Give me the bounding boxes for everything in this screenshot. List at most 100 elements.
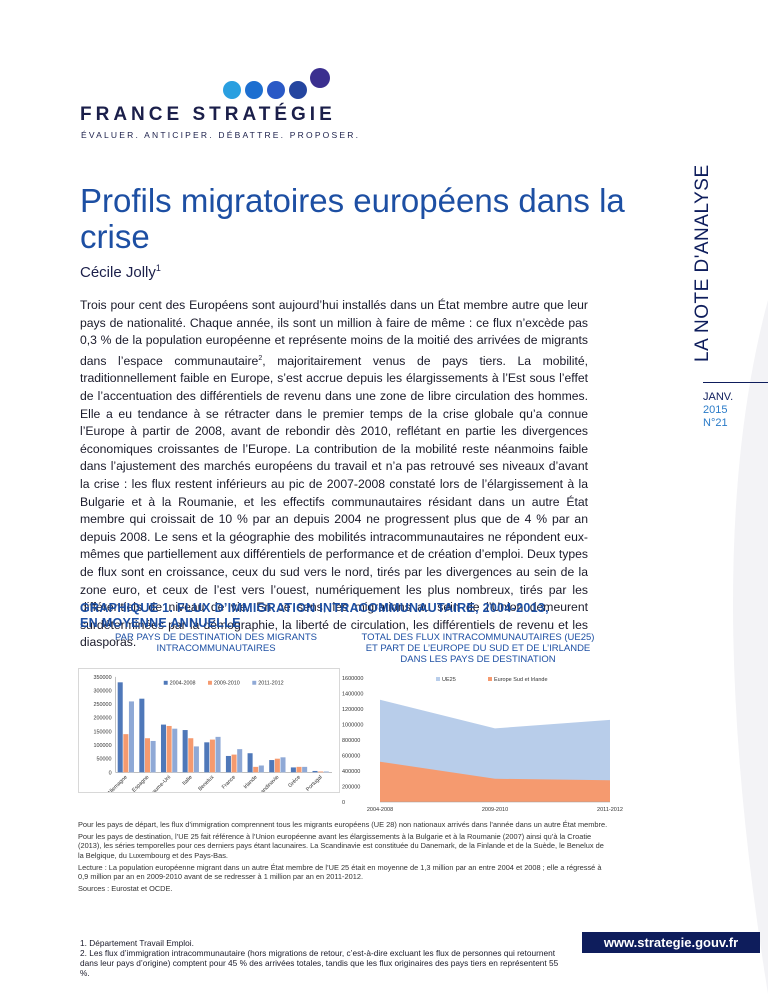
- bar-chart-destination: 0 50000 100000 150000 200000 250000 300000 3500…: [78, 668, 340, 793]
- bar: [193, 746, 199, 773]
- bar: [247, 753, 253, 773]
- x-tick-label: 2011-2012: [597, 807, 623, 813]
- x-tick-label: 2009-2010: [482, 807, 508, 813]
- bar: [209, 739, 215, 773]
- chart-notes: Pour les pays de départ, les flux d’immi…: [78, 820, 608, 896]
- x-tick-label: France: [221, 774, 237, 790]
- logo-dots-icon: [220, 68, 340, 104]
- x-tick-label: Benelux: [197, 774, 215, 792]
- bar: [150, 740, 156, 773]
- y-tick-label: 600000: [342, 754, 360, 760]
- y-tick-label: 250000: [94, 702, 112, 708]
- bar: [182, 730, 188, 773]
- note-4: Sources : Eurostat et OCDE.: [78, 884, 173, 894]
- right-subtitle-line-1: TOTAL DES FLUX INTRACOMMUNAUTAIRES (UE25…: [361, 632, 595, 643]
- bar: [312, 770, 318, 773]
- legend-label: Europe Sud et Irlande: [494, 677, 548, 683]
- bar: [225, 755, 231, 773]
- author: Cécile Jolly1: [80, 263, 161, 281]
- legend-swatch: [208, 680, 212, 685]
- bar: [123, 734, 129, 773]
- bar: [302, 766, 308, 773]
- left-chart-subtitle: PAR PAYS DE DESTINATION DES MIGRANTS INT…: [115, 632, 317, 654]
- area-series: [380, 761, 610, 802]
- bar: [172, 728, 178, 773]
- side-divider: [703, 382, 768, 383]
- legend-label: 2011-2012: [258, 681, 283, 687]
- abstract-part-1: Trois pour cent des Européens sont aujou…: [80, 298, 588, 368]
- bar: [253, 766, 259, 773]
- right-subtitle-line-3: DANS LES PAYS DE DESTINATION: [400, 654, 556, 665]
- x-tick-label: Allemagne: [107, 774, 129, 793]
- bar: [296, 766, 302, 773]
- author-note-ref: 1: [155, 263, 161, 273]
- bar: [274, 758, 280, 773]
- legend-swatch: [252, 680, 257, 685]
- y-tick-label: 100000: [94, 743, 112, 749]
- x-tick-label: Grèce: [287, 774, 302, 789]
- y-tick-label: 350000: [94, 675, 112, 681]
- issue-date: JANV. 2015 N°21: [703, 391, 733, 430]
- x-tick-label: Irlande: [243, 774, 259, 790]
- bar: [258, 765, 264, 773]
- y-tick-label: 150000: [94, 729, 112, 735]
- legend-swatch: [163, 680, 168, 685]
- footnotes: 1. Département Travail Emploi. 2. Les fl…: [80, 938, 560, 978]
- x-tick-label: 2004-2008: [367, 807, 393, 813]
- right-chart-subtitle: TOTAL DES FLUX INTRACOMMUNAUTAIRES (UE25…: [338, 632, 618, 665]
- bar: [231, 754, 237, 773]
- bar: [280, 757, 286, 773]
- legend-swatch: [436, 677, 440, 681]
- footnote-2: 2. Les flux d’immigration intracommunaut…: [80, 948, 559, 978]
- bar: [160, 724, 167, 773]
- legend-label: 2004-2008: [170, 681, 196, 687]
- area-chart-total-flux: 0 200000 400000 600000 800000 1000000 1200000 1…: [342, 676, 623, 813]
- y-tick-label: 1200000: [342, 707, 363, 713]
- y-tick-label: 1400000: [342, 692, 363, 698]
- legend-label: 2009-2010: [214, 681, 240, 687]
- bar: [117, 682, 123, 773]
- abstract-note-ref: 2: [258, 354, 263, 362]
- bar: [269, 760, 275, 773]
- y-tick-label: 300000: [94, 688, 112, 694]
- issue-year: 2015: [703, 404, 728, 416]
- graph-title: GRAPHIQUE 1. FLUX D’IMMIGRATION INTRACOM…: [80, 601, 600, 631]
- bar: [290, 767, 296, 773]
- page-title: Profils migratoires européens dans la cr…: [80, 182, 625, 255]
- brand-tagline: ÉVALUER. ANTICIPER. DÉBATTRE. PROPOSER.: [81, 130, 361, 140]
- bar: [318, 771, 324, 773]
- note-3: Lecture : La population européenne migra…: [78, 862, 602, 882]
- y-tick-label: 1600000: [342, 676, 363, 682]
- website-link[interactable]: www.strategie.gouv.fr: [582, 932, 760, 953]
- y-tick-label: 200000: [94, 716, 112, 722]
- bar: [237, 749, 243, 773]
- bar: [323, 771, 329, 773]
- bar: [128, 701, 134, 773]
- y-tick-label: 0: [342, 800, 345, 806]
- issue-month: JANV.: [703, 391, 734, 403]
- bar: [204, 742, 210, 773]
- bar: [188, 738, 194, 773]
- france-strategie-logo: FRANCE STRATÉGIE ÉVALUER. ANTICIPER. DÉB…: [80, 60, 358, 140]
- x-tick-label: Italie: [181, 774, 193, 786]
- issue-number: N°21: [703, 417, 728, 429]
- y-tick-label: 50000: [97, 757, 112, 763]
- right-subtitle-line-2: ET PART DE L’EUROPE DU SUD ET DE L’IRLAN…: [365, 643, 591, 654]
- abstract: Trois pour cent des Européens sont aujou…: [80, 297, 588, 652]
- footnote-1: 1. Département Travail Emploi.: [80, 938, 194, 948]
- y-tick-label: 800000: [342, 738, 360, 744]
- bar: [139, 698, 145, 773]
- bar: [215, 736, 221, 773]
- brand-name: FRANCE STRATÉGIE: [80, 104, 336, 125]
- y-tick-label: 1000000: [342, 723, 363, 729]
- x-tick-label: Espagne: [131, 774, 150, 793]
- y-tick-label: 0: [109, 770, 112, 776]
- y-tick-label: 200000: [342, 785, 360, 791]
- abstract-part-2: , majoritairement venus de pays tiers. L…: [80, 353, 588, 650]
- x-tick-label: Portugal: [305, 774, 323, 792]
- legend-label: UE25: [442, 677, 456, 683]
- bar: [166, 725, 172, 773]
- bar: [144, 738, 150, 773]
- note-1: Pour les pays de départ, les flux d’immi…: [78, 820, 608, 829]
- graph-title-line-2: EN MOYENNE ANNUELLE: [80, 616, 241, 630]
